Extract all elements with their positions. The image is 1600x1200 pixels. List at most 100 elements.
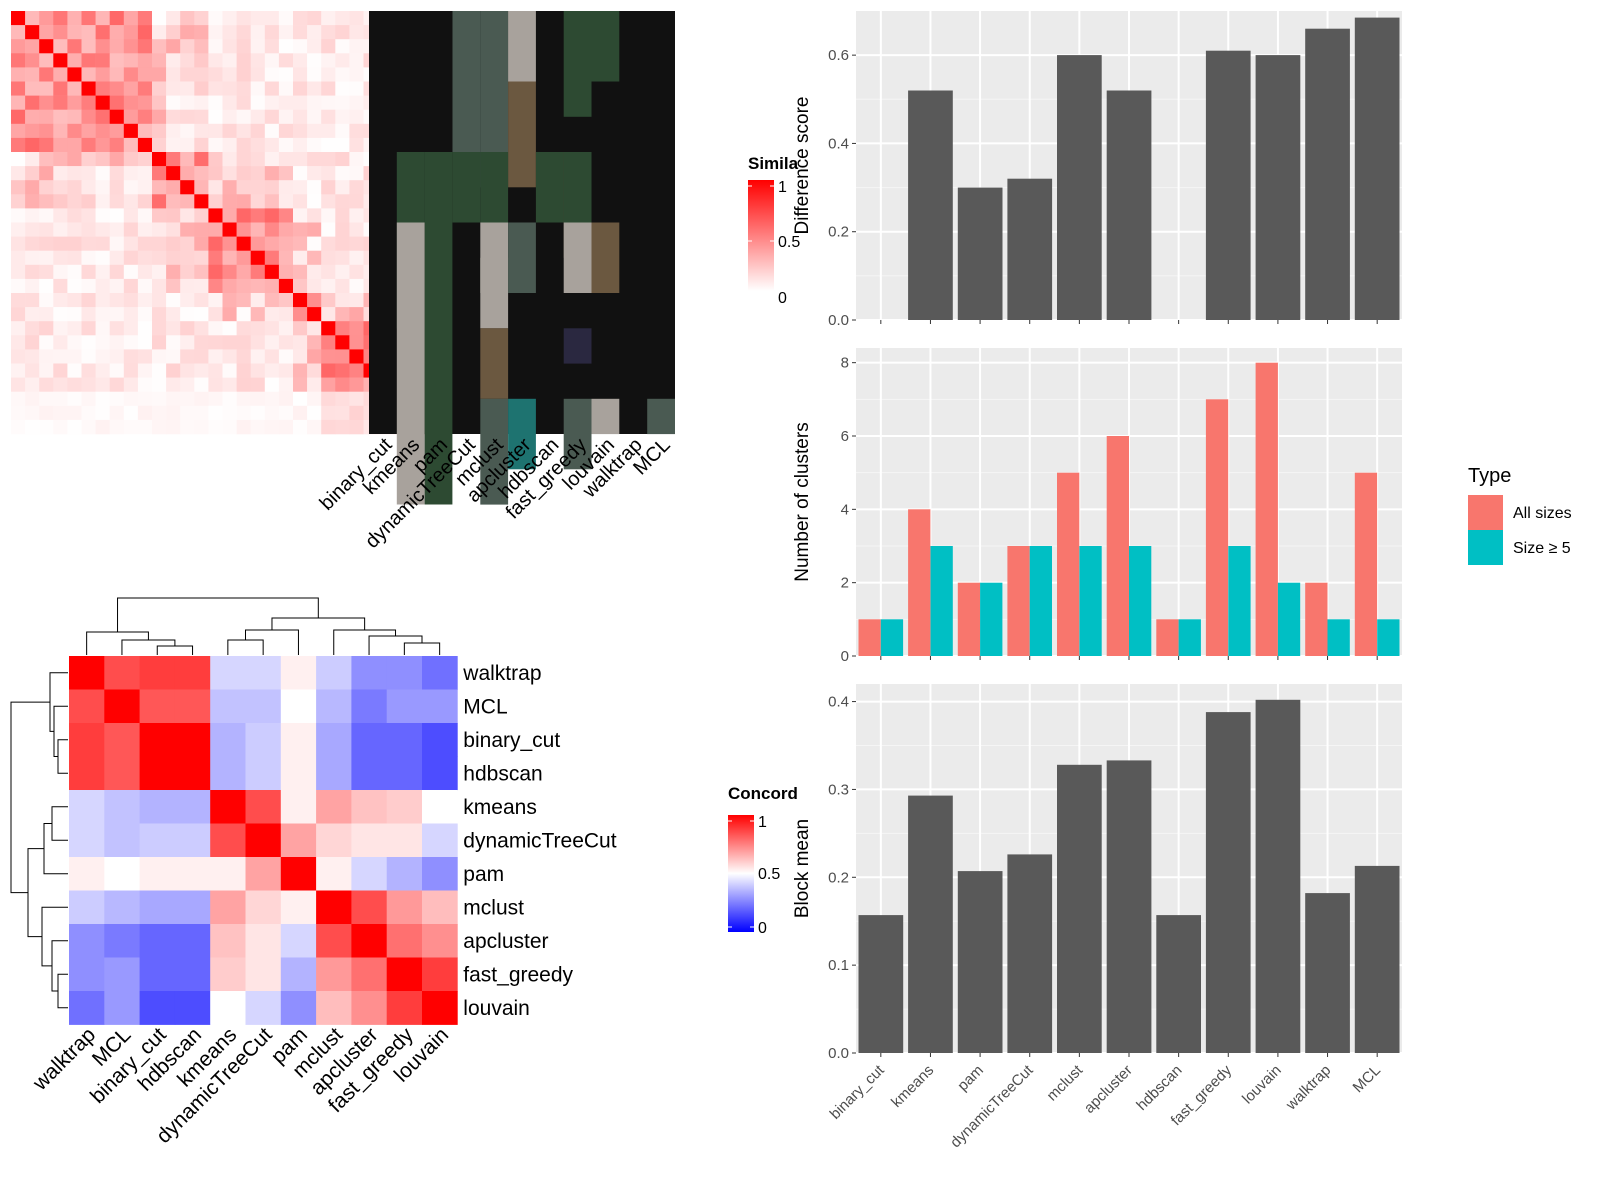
concordance-cell bbox=[139, 957, 176, 992]
similarity-cell bbox=[264, 166, 280, 181]
similarity-cell bbox=[250, 39, 266, 54]
similarity-cell bbox=[109, 278, 125, 294]
concordance-heatmap bbox=[69, 656, 458, 1025]
similarity-cell bbox=[278, 349, 294, 364]
similarity-cell bbox=[11, 278, 26, 294]
similarity-cell bbox=[39, 264, 54, 280]
similarity-cell bbox=[321, 419, 336, 435]
similarity-cell bbox=[53, 264, 68, 280]
concordance-cell bbox=[174, 689, 211, 724]
similarity-cell bbox=[321, 222, 336, 237]
concordance-cell bbox=[422, 790, 458, 824]
concordance-cell bbox=[422, 723, 458, 757]
similarity-cell bbox=[11, 419, 26, 435]
similarity-cell bbox=[307, 194, 322, 209]
similarity-cell bbox=[335, 377, 350, 392]
bar bbox=[908, 90, 953, 320]
similarity-cell bbox=[307, 307, 322, 322]
similarity-cell bbox=[180, 53, 195, 68]
similarity-cell bbox=[39, 391, 54, 407]
similarity-cell bbox=[39, 208, 54, 223]
similarity-cell bbox=[11, 11, 26, 26]
dendrogram-branch bbox=[156, 645, 194, 655]
similarity-cell bbox=[349, 67, 364, 82]
similarity-cell bbox=[264, 321, 280, 336]
concordance-cell bbox=[351, 790, 388, 824]
similarity-cell bbox=[264, 137, 280, 153]
similarity-cell bbox=[307, 95, 322, 110]
concordance-cell bbox=[386, 689, 423, 724]
similarity-cell bbox=[152, 293, 167, 308]
similarity-cell bbox=[194, 194, 209, 209]
similarity-cell bbox=[67, 391, 82, 407]
block-mean-chart: 0.0 0.1 0.2 0.3 0.4 Block mean binary_cut kmean… bbox=[792, 684, 1402, 1151]
similarity-cell bbox=[123, 53, 139, 68]
similarity-cell bbox=[349, 95, 364, 110]
similarity-cell bbox=[109, 180, 125, 195]
similarity-cell bbox=[250, 405, 266, 421]
similarity-cell bbox=[194, 250, 209, 266]
similarity-cell bbox=[166, 109, 181, 125]
similarity-cell bbox=[25, 236, 40, 251]
bar bbox=[1255, 362, 1278, 656]
similarity-cell bbox=[278, 11, 294, 26]
similarity-cell bbox=[307, 53, 322, 68]
similarity-cell bbox=[335, 137, 350, 153]
similarity-cell bbox=[250, 109, 266, 125]
similarity-cell bbox=[307, 25, 322, 40]
similarity-cell bbox=[25, 377, 40, 392]
similarity-cell bbox=[307, 81, 322, 96]
similarity-cell bbox=[123, 419, 139, 435]
similarity-cell bbox=[25, 109, 40, 125]
concordance-cell bbox=[280, 689, 317, 724]
similarity-cell bbox=[95, 81, 110, 96]
similarity-cell bbox=[293, 278, 308, 294]
similarity-cell bbox=[137, 293, 153, 308]
similarity-cell bbox=[109, 236, 125, 251]
similarity-cell bbox=[53, 109, 68, 125]
similarity-cell bbox=[194, 363, 209, 378]
similarity-cell bbox=[194, 180, 209, 195]
similarity-cell bbox=[53, 166, 68, 181]
similarity-cell bbox=[137, 123, 153, 139]
concordance-cell bbox=[174, 656, 211, 690]
concordance-cell bbox=[280, 723, 317, 757]
similarity-legend-title: Simila bbox=[748, 154, 799, 173]
similarity-cell bbox=[95, 53, 110, 68]
similarity-cell bbox=[95, 166, 110, 181]
similarity-cell bbox=[236, 335, 251, 350]
legend-label-all-sizes: All sizes bbox=[1513, 505, 1572, 522]
similarity-cell bbox=[11, 194, 26, 209]
similarity-cell bbox=[278, 363, 294, 378]
similarity-cell bbox=[250, 307, 266, 322]
similarity-cell bbox=[95, 208, 110, 223]
similarity-cell bbox=[95, 137, 110, 153]
similarity-cell bbox=[180, 208, 195, 223]
similarity-cell bbox=[67, 95, 82, 110]
concordance-cell bbox=[245, 689, 282, 724]
similarity-cell bbox=[278, 67, 294, 82]
similarity-cell bbox=[208, 39, 223, 54]
concordance-row-label: pam bbox=[463, 863, 504, 886]
similarity-cell bbox=[95, 377, 110, 392]
similarity-cell bbox=[81, 363, 96, 378]
similarity-cell bbox=[349, 321, 364, 336]
similarity-cell bbox=[81, 335, 96, 350]
similarity-cell bbox=[53, 67, 68, 82]
similarity-cell bbox=[81, 25, 96, 40]
concordance-cell bbox=[386, 924, 423, 958]
similarity-cell bbox=[152, 95, 167, 110]
similarity-cell bbox=[321, 293, 336, 308]
similarity-cell bbox=[67, 236, 82, 251]
similarity-cell bbox=[293, 363, 308, 378]
similarity-cell bbox=[152, 53, 167, 68]
concordance-legend-title: Concord bbox=[728, 784, 798, 803]
similarity-cell bbox=[321, 250, 336, 266]
concordance-legend: Concord 1 0.5 0 bbox=[728, 784, 798, 937]
similarity-cell bbox=[194, 391, 209, 407]
concordance-cell bbox=[245, 857, 282, 891]
similarity-cell bbox=[95, 307, 110, 322]
similarity-legend-gradient bbox=[748, 180, 774, 291]
row-dendrogram bbox=[10, 672, 68, 1009]
similarity-cell bbox=[307, 11, 322, 26]
